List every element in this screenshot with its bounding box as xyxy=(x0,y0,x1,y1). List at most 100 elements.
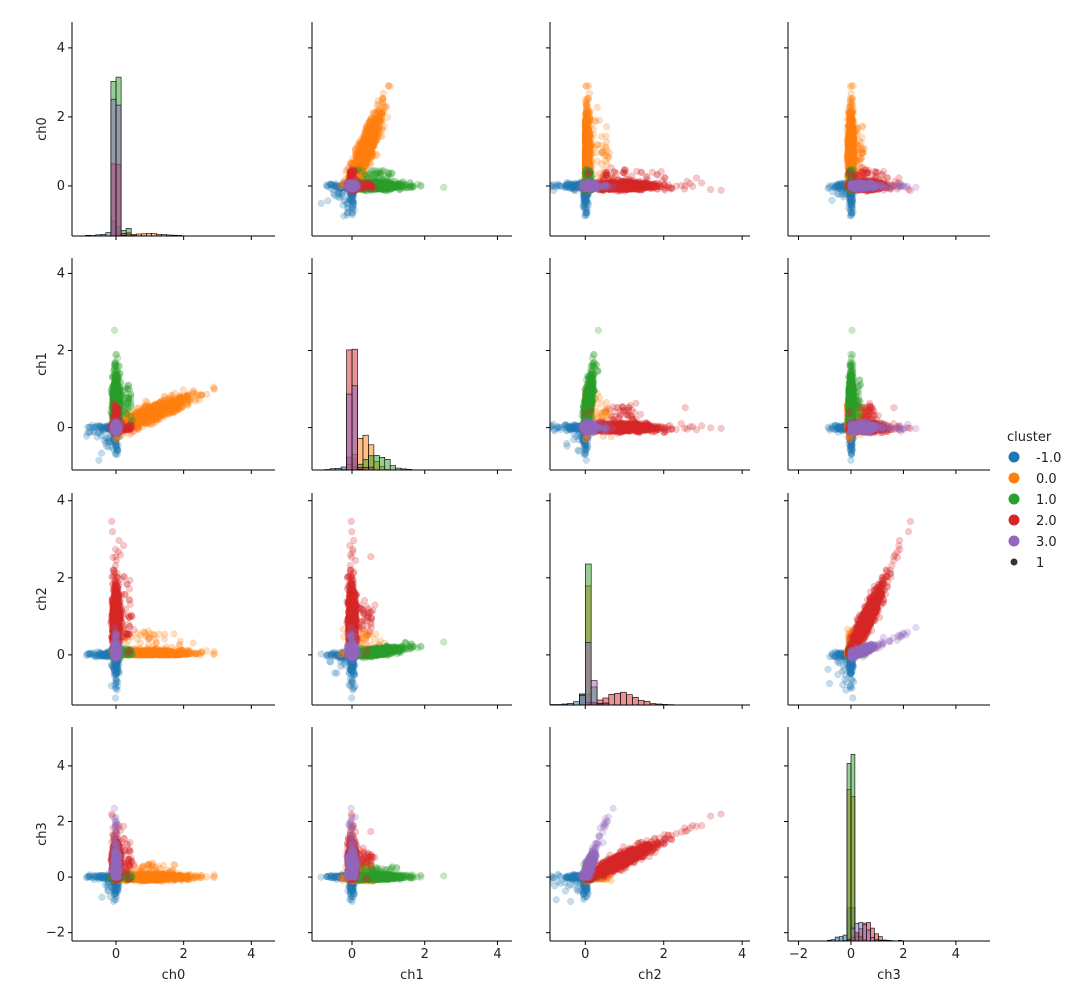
scatter-point xyxy=(348,181,356,189)
scatter-point xyxy=(366,127,374,135)
scatter-point xyxy=(346,181,355,189)
scatter-point xyxy=(343,209,351,217)
scatter-point xyxy=(329,181,337,189)
scatter-point xyxy=(348,182,356,191)
scatter-point xyxy=(333,193,342,201)
scatter-point xyxy=(348,209,357,217)
scatter-point xyxy=(386,82,394,90)
scatter-point xyxy=(347,196,355,204)
scatter-point xyxy=(348,190,356,198)
scatter-point xyxy=(337,184,345,192)
scatter-point xyxy=(351,181,359,189)
scatter-point xyxy=(348,182,356,190)
scatter-point xyxy=(349,192,357,200)
panel-marks xyxy=(550,82,725,220)
scatter-point xyxy=(348,182,356,190)
scatter-point xyxy=(348,183,356,191)
scatter-point xyxy=(348,184,356,192)
scatter-point xyxy=(348,184,356,192)
scatter-point xyxy=(381,103,390,111)
scatter-point xyxy=(349,182,357,190)
scatter-point xyxy=(341,180,349,189)
scatter-point xyxy=(380,182,388,190)
scatter-point xyxy=(346,183,354,191)
scatter-point xyxy=(348,183,356,191)
scatter-point xyxy=(345,185,353,193)
scatter-point xyxy=(349,185,358,193)
scatter-point xyxy=(350,181,358,189)
scatter-point xyxy=(348,181,357,189)
scatter-point xyxy=(350,181,358,189)
scatter-point xyxy=(327,180,335,188)
scatter-point xyxy=(347,182,355,190)
scatter-point xyxy=(344,208,352,217)
scatter-point xyxy=(346,182,355,190)
scatter-point xyxy=(417,181,425,189)
scatter-point xyxy=(347,187,355,195)
hist-bar xyxy=(110,98,117,236)
scatter-point xyxy=(349,182,357,190)
scatter-point xyxy=(368,184,376,192)
scatter-point xyxy=(346,182,354,190)
scatter-point xyxy=(347,183,355,191)
scatter-point xyxy=(349,183,357,191)
scatter-point xyxy=(346,196,354,204)
scatter-point xyxy=(335,189,343,197)
scatter-point xyxy=(344,181,352,189)
scatter-point xyxy=(350,201,358,210)
scatter-point xyxy=(348,211,356,219)
scatter-point xyxy=(347,180,355,188)
scatter-point xyxy=(349,184,357,192)
scatter-point xyxy=(348,182,356,190)
scatter-point xyxy=(339,201,347,209)
scatter-point xyxy=(348,180,356,188)
scatter-point xyxy=(343,188,352,196)
scatter-point xyxy=(349,184,357,192)
scatter-point xyxy=(335,184,343,192)
scatter-point xyxy=(350,183,359,191)
scatter-point xyxy=(350,182,358,190)
scatter-point xyxy=(346,180,354,188)
scatter-point xyxy=(348,180,356,188)
scatter-point xyxy=(346,182,354,190)
scatter-point xyxy=(348,181,357,189)
scatter-point xyxy=(348,180,356,188)
scatter-point xyxy=(345,184,354,192)
scatter-point xyxy=(337,184,346,192)
scatter-point xyxy=(346,182,354,190)
scatter-point xyxy=(350,182,358,190)
scatter-point xyxy=(349,196,357,204)
scatter-point xyxy=(347,182,355,190)
scatter-point xyxy=(347,182,355,190)
scatter-point xyxy=(348,180,357,188)
scatter-point xyxy=(348,196,356,204)
scatter-point xyxy=(350,183,359,191)
scatter-point xyxy=(345,185,353,193)
scatter-point xyxy=(350,184,358,192)
scatter-point xyxy=(347,185,355,193)
scatter-point xyxy=(346,184,354,192)
scatter-point xyxy=(346,183,355,191)
scatter-point xyxy=(379,95,387,103)
scatter-point xyxy=(347,181,355,189)
scatter-point xyxy=(344,204,352,212)
scatter-point xyxy=(349,182,357,190)
scatter-point xyxy=(346,187,354,195)
scatter-point xyxy=(339,193,347,201)
scatter-point xyxy=(343,200,351,208)
scatter-point xyxy=(348,204,356,212)
scatter-point xyxy=(346,180,354,189)
scatter-point xyxy=(346,195,354,203)
scatter-point xyxy=(343,199,351,207)
scatter-point xyxy=(323,181,331,189)
scatter-point xyxy=(339,183,347,191)
scatter-point xyxy=(349,181,358,189)
scatter-point xyxy=(349,182,357,190)
scatter-point xyxy=(370,139,378,147)
scatter-point xyxy=(345,194,354,202)
scatter-point xyxy=(344,182,352,190)
scatter-point xyxy=(335,182,343,190)
scatter-point xyxy=(355,156,363,165)
